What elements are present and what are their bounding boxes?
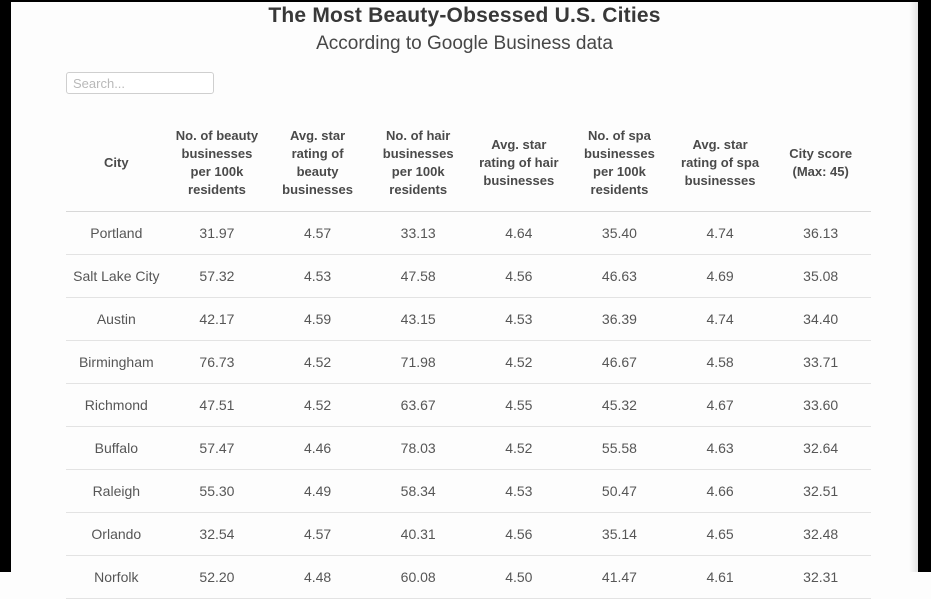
city-cell: Norfolk: [66, 555, 167, 599]
page-subtitle: According to Google Business data: [316, 33, 613, 54]
value-cell: 40.31: [367, 512, 469, 556]
value-cell: 58.34: [367, 469, 469, 513]
table-row: Birmingham 76.73 4.52 71.98 4.52 46.67 4…: [66, 340, 871, 384]
value-cell: 35.14: [569, 512, 670, 556]
column-header-city[interactable]: City: [66, 115, 167, 212]
value-cell: 4.63: [669, 426, 771, 470]
header-row: City No. of beauty businesses per 100k r…: [66, 115, 871, 212]
value-cell: 57.47: [166, 426, 268, 470]
table-row-partially-visible: Norfolk 52.20 4.48 60.08 4.50 41.47 4.61…: [66, 555, 871, 599]
column-header-spa-rating[interactable]: Avg. star rating of spa businesses: [669, 115, 771, 212]
value-cell: 63.67: [367, 383, 469, 427]
value-cell: 4.52: [267, 340, 368, 384]
column-header-beauty-rating[interactable]: Avg. star rating of beauty businesses: [267, 115, 368, 212]
value-cell: 4.53: [468, 297, 570, 341]
value-cell: 4.74: [669, 211, 771, 255]
city-cell: Richmond: [66, 383, 167, 427]
column-header-city-score[interactable]: City score (Max: 45): [770, 115, 871, 212]
value-cell: 33.13: [367, 211, 469, 255]
value-cell: 4.57: [267, 211, 368, 255]
right-border-bar: [918, 0, 931, 572]
left-border-bar: [0, 0, 11, 572]
value-cell: 41.47: [569, 555, 670, 599]
value-cell: 46.67: [569, 340, 670, 384]
value-cell: 42.17: [166, 297, 268, 341]
value-cell: 32.48: [770, 512, 871, 556]
value-cell: 4.52: [267, 383, 368, 427]
value-cell: 4.52: [468, 426, 570, 470]
value-cell: 43.15: [367, 297, 469, 341]
value-cell: 4.61: [669, 555, 771, 599]
value-cell: 33.71: [770, 340, 871, 384]
city-cell: Austin: [66, 297, 167, 341]
value-cell: 45.32: [569, 383, 670, 427]
city-cell: Birmingham: [66, 340, 167, 384]
table-row: Austin 42.17 4.59 43.15 4.53 36.39 4.74 …: [66, 297, 871, 341]
table-row: Richmond 47.51 4.52 63.67 4.55 45.32 4.6…: [66, 383, 871, 427]
table-row: Raleigh 55.30 4.49 58.34 4.53 50.47 4.66…: [66, 469, 871, 513]
table-row: Orlando 32.54 4.57 40.31 4.56 35.14 4.65…: [66, 512, 871, 556]
table-row: Portland 31.97 4.57 33.13 4.64 35.40 4.7…: [66, 211, 871, 255]
value-cell: 32.54: [166, 512, 268, 556]
value-cell: 4.69: [669, 254, 771, 298]
value-cell: 57.32: [166, 254, 268, 298]
city-cell: Raleigh: [66, 469, 167, 513]
value-cell: 4.58: [669, 340, 771, 384]
value-cell: 4.67: [669, 383, 771, 427]
column-header-beauty-count[interactable]: No. of beauty businesses per 100k reside…: [166, 115, 268, 212]
value-cell: 71.98: [367, 340, 469, 384]
value-cell: 32.31: [770, 555, 871, 599]
value-cell: 4.53: [468, 469, 570, 513]
value-cell: 50.47: [569, 469, 670, 513]
value-cell: 4.55: [468, 383, 570, 427]
column-header-spa-count[interactable]: No. of spa businesses per 100k residents: [569, 115, 670, 212]
search-input[interactable]: [66, 72, 214, 94]
value-cell: 4.74: [669, 297, 771, 341]
page-title: The Most Beauty-Obsessed U.S. Cities: [268, 4, 661, 27]
column-header-hair-rating[interactable]: Avg. star rating of hair businesses: [468, 115, 570, 212]
value-cell: 4.50: [468, 555, 570, 599]
value-cell: 36.13: [770, 211, 871, 255]
value-cell: 55.30: [166, 469, 268, 513]
table-row: Buffalo 57.47 4.46 78.03 4.52 55.58 4.63…: [66, 426, 871, 470]
value-cell: 4.48: [267, 555, 368, 599]
value-cell: 4.49: [267, 469, 368, 513]
value-cell: 32.64: [770, 426, 871, 470]
table-row: Salt Lake City 57.32 4.53 47.58 4.56 46.…: [66, 254, 871, 298]
value-cell: 47.58: [367, 254, 469, 298]
value-cell: 32.51: [770, 469, 871, 513]
value-cell: 4.52: [468, 340, 570, 384]
column-header-hair-count[interactable]: No. of hair businesses per 100k resident…: [367, 115, 469, 212]
value-cell: 76.73: [166, 340, 268, 384]
value-cell: 4.46: [267, 426, 368, 470]
value-cell: 35.40: [569, 211, 670, 255]
city-cell: Orlando: [66, 512, 167, 556]
city-cell: Salt Lake City: [66, 254, 167, 298]
value-cell: 33.60: [770, 383, 871, 427]
city-cell: Buffalo: [66, 426, 167, 470]
value-cell: 47.51: [166, 383, 268, 427]
page-content: The Most Beauty-Obsessed U.S. Cities Acc…: [11, 2, 918, 599]
right-edge-shadow: [909, 0, 918, 572]
value-cell: 46.63: [569, 254, 670, 298]
value-cell: 52.20: [166, 555, 268, 599]
value-cell: 55.58: [569, 426, 670, 470]
value-cell: 4.57: [267, 512, 368, 556]
value-cell: 4.66: [669, 469, 771, 513]
cities-table: City No. of beauty businesses per 100k r…: [66, 115, 871, 599]
top-border-bar: [0, 0, 931, 2]
value-cell: 4.56: [468, 254, 570, 298]
value-cell: 60.08: [367, 555, 469, 599]
value-cell: 31.97: [166, 211, 268, 255]
value-cell: 4.53: [267, 254, 368, 298]
city-cell: Portland: [66, 211, 167, 255]
value-cell: 4.56: [468, 512, 570, 556]
value-cell: 36.39: [569, 297, 670, 341]
value-cell: 78.03: [367, 426, 469, 470]
value-cell: 4.64: [468, 211, 570, 255]
value-cell: 4.65: [669, 512, 771, 556]
value-cell: 35.08: [770, 254, 871, 298]
value-cell: 34.40: [770, 297, 871, 341]
value-cell: 4.59: [267, 297, 368, 341]
